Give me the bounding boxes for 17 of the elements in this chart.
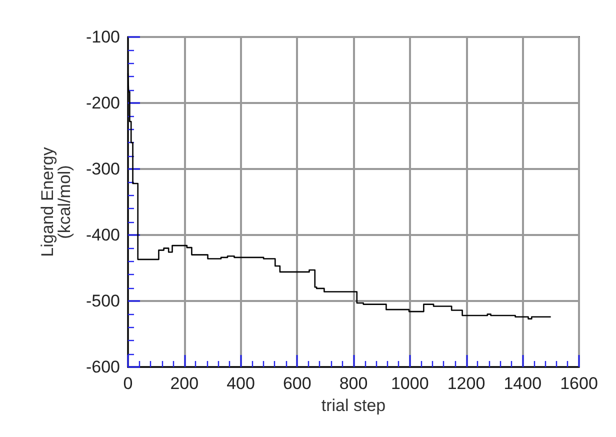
x-tick-label: 1000 (390, 374, 429, 393)
x-tick-label: 800 (339, 374, 368, 393)
y-tick-label: -200 (86, 94, 120, 112)
x-axis-title: trial step (321, 396, 386, 415)
y-tick-label: -600 (86, 358, 120, 376)
y-tick-label: -100 (86, 28, 120, 46)
x-tick-label: 1400 (504, 374, 542, 393)
y-axis-title: Ligand Energy (kcal/mol) (38, 146, 74, 257)
x-tick-label: 600 (282, 374, 312, 393)
x-tick-label: 1200 (447, 374, 486, 393)
x-tick-label: 0 (123, 374, 133, 393)
x-tick-label: 200 (170, 374, 199, 393)
y-tick-label: -300 (86, 160, 120, 178)
x-tick-label: 400 (226, 374, 255, 393)
y-tick-label: -400 (86, 226, 120, 244)
x-tick-label: 1600 (560, 374, 598, 393)
y-tick-label: -500 (86, 292, 120, 310)
